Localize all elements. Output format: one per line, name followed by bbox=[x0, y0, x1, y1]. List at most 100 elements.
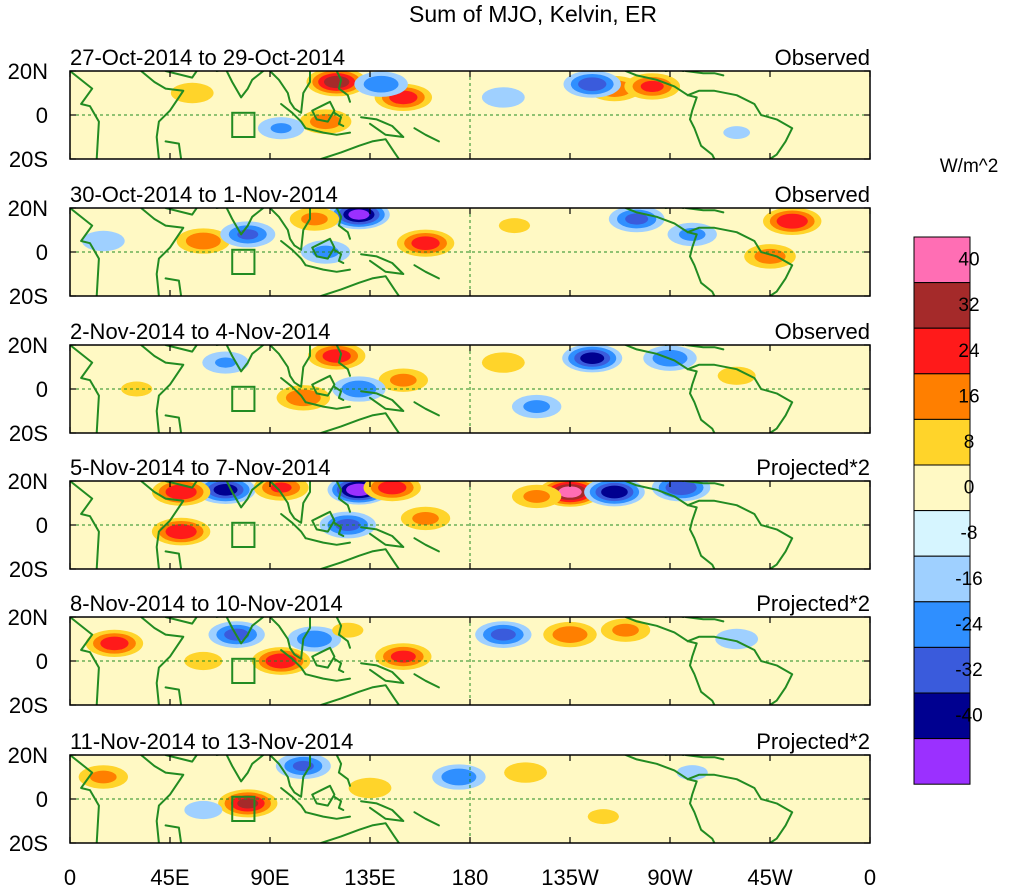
anomaly-contour bbox=[490, 628, 516, 641]
coastline bbox=[320, 548, 400, 569]
anomaly-cell bbox=[512, 394, 562, 419]
coastline bbox=[335, 481, 351, 513]
anomaly-contour bbox=[498, 218, 531, 234]
coastline bbox=[280, 103, 307, 130]
anomaly-cell bbox=[562, 345, 623, 373]
anomaly-contour bbox=[754, 248, 786, 264]
coastline bbox=[333, 795, 345, 811]
anomaly-field bbox=[81, 208, 822, 269]
anomaly-cell bbox=[332, 622, 364, 638]
coastline bbox=[413, 264, 440, 280]
anomaly-cell bbox=[504, 762, 547, 783]
coastline bbox=[164, 481, 198, 489]
coastlines bbox=[70, 755, 794, 843]
anomaly-contour bbox=[481, 352, 525, 373]
colorbar-level-label: 16 bbox=[958, 386, 979, 407]
anomaly-contour bbox=[378, 481, 407, 495]
coastline bbox=[360, 526, 405, 548]
anomaly-contour bbox=[523, 400, 551, 414]
colorbar-swatch bbox=[913, 327, 971, 375]
anomaly-cell bbox=[600, 618, 651, 642]
units-label: W/m^2 bbox=[940, 156, 999, 177]
lat-tick-label: 20N bbox=[8, 59, 48, 84]
coastline bbox=[311, 784, 336, 807]
colorbar-swatch bbox=[913, 738, 971, 785]
coastline bbox=[140, 481, 185, 569]
lat-tick-label: 0 bbox=[36, 787, 48, 812]
coastlines bbox=[70, 617, 794, 705]
anomaly-contour bbox=[301, 212, 328, 226]
anomaly-cell bbox=[400, 506, 451, 531]
anomaly-cell bbox=[651, 481, 711, 502]
coastline bbox=[70, 481, 100, 569]
panel-label: Observed bbox=[775, 319, 870, 344]
region-box bbox=[231, 795, 256, 822]
coastline bbox=[164, 550, 183, 569]
coastline bbox=[333, 521, 345, 537]
coastline bbox=[311, 237, 336, 260]
anomaly-cell bbox=[307, 345, 366, 370]
coastline bbox=[164, 140, 183, 159]
coastline bbox=[164, 208, 198, 216]
lat-tick-label: 20S bbox=[9, 557, 48, 582]
lat-tick-label: 0 bbox=[36, 240, 48, 265]
anomaly-contour bbox=[665, 481, 697, 496]
anomaly-contour bbox=[184, 800, 223, 820]
lat-tick-label: 0 bbox=[36, 103, 48, 128]
coastline bbox=[335, 345, 351, 377]
coastline bbox=[320, 822, 400, 843]
anomaly-cell bbox=[202, 351, 249, 374]
anomaly-contour bbox=[523, 489, 551, 503]
coastline bbox=[311, 374, 336, 397]
coastline bbox=[624, 481, 716, 569]
colorbar-level-label: -8 bbox=[961, 523, 978, 544]
panel-label: Projected*2 bbox=[756, 591, 870, 616]
coastline bbox=[335, 617, 351, 649]
anomaly-cell bbox=[667, 222, 717, 247]
panels: 20N 0 20S 27-Oct-2014 to 29-Oct-2014 Observe… bbox=[8, 45, 871, 856]
anomaly-cell bbox=[375, 643, 432, 670]
anomaly-cell bbox=[170, 82, 214, 104]
anomaly-cell bbox=[184, 800, 223, 820]
anomaly-cell bbox=[289, 208, 340, 231]
anomaly-cell bbox=[363, 481, 421, 502]
coastline bbox=[624, 345, 716, 433]
coastline bbox=[164, 345, 198, 353]
coastline bbox=[280, 513, 307, 540]
colorbar-level-label: 24 bbox=[958, 341, 980, 362]
coastline bbox=[335, 755, 351, 787]
colorbar-level-label: -16 bbox=[955, 569, 982, 590]
coastline bbox=[624, 208, 716, 296]
anomaly-contour bbox=[270, 482, 292, 493]
coastline bbox=[320, 684, 400, 705]
anomaly-contour bbox=[348, 209, 370, 220]
colorbar: 40 32 24 16 8 0 -8 -16 -24 -32 -40 bbox=[913, 236, 983, 785]
anomaly-cell bbox=[396, 229, 455, 257]
colorbar-swatch bbox=[913, 510, 971, 557]
colorbar-swatch bbox=[913, 601, 971, 648]
anomaly-contour bbox=[552, 626, 588, 643]
colorbar-swatch bbox=[913, 236, 971, 284]
anomaly-contour bbox=[504, 762, 547, 783]
coastlines bbox=[70, 481, 794, 569]
coastline bbox=[164, 71, 198, 79]
panel-label: Observed bbox=[775, 182, 870, 207]
region-box bbox=[231, 657, 256, 684]
coastline bbox=[70, 71, 100, 159]
coastline bbox=[320, 138, 400, 159]
panel-date: 11-Nov-2014 to 13-Nov-2014 bbox=[70, 729, 353, 754]
anomaly-cell bbox=[354, 71, 408, 97]
colorbar-level-label: 0 bbox=[964, 478, 975, 499]
anomaly-contour bbox=[441, 768, 477, 786]
coastline bbox=[413, 537, 440, 553]
panel: 20N 0 20S 5-Nov-2014 to 7-Nov-2014 Projected… bbox=[8, 455, 871, 582]
anomaly-contour bbox=[332, 622, 364, 638]
anomaly-cell bbox=[176, 228, 231, 254]
coastline bbox=[684, 481, 725, 487]
colorbar-level-label: 8 bbox=[964, 432, 975, 453]
panel-date: 5-Nov-2014 to 7-Nov-2014 bbox=[70, 455, 330, 480]
anomaly-cell bbox=[218, 789, 278, 818]
lat-tick-label: 20S bbox=[9, 831, 48, 856]
anomaly-contour bbox=[323, 75, 350, 89]
region-box bbox=[231, 248, 256, 276]
